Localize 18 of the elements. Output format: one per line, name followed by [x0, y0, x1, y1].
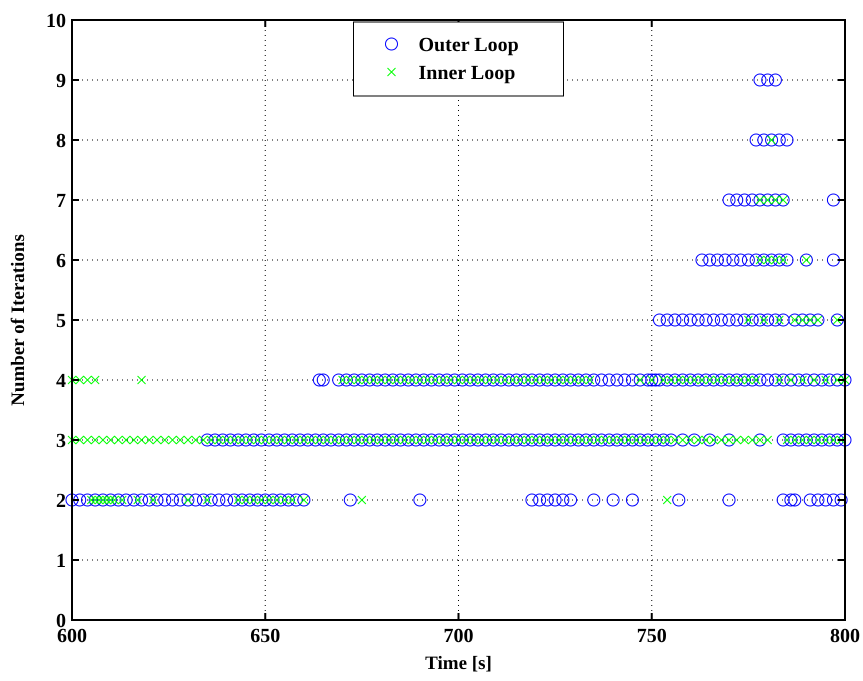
legend-label: Outer Loop	[418, 34, 519, 56]
y-tick-label: 9	[56, 70, 66, 92]
x-tick-label: 750	[636, 625, 667, 647]
x-tick-label: 800	[830, 625, 860, 647]
y-axis-title: Number of Iterations	[8, 234, 29, 406]
y-tick-label: 1	[56, 550, 66, 572]
y-tick-label: 8	[56, 130, 66, 152]
y-tick-label: 2	[56, 490, 66, 512]
x-tick-label: 650	[250, 625, 280, 647]
y-tick-label: 6	[56, 250, 66, 272]
y-tick-label: 5	[56, 310, 66, 332]
y-tick-label: 3	[56, 430, 66, 452]
y-tick-label: 4	[56, 370, 66, 392]
y-tick-label: 7	[56, 190, 66, 212]
legend-label: Inner Loop	[418, 62, 516, 84]
y-tick-label: 10	[46, 10, 66, 32]
x-tick-label: 700	[444, 625, 474, 647]
x-axis-title: Time [s]	[425, 653, 492, 674]
